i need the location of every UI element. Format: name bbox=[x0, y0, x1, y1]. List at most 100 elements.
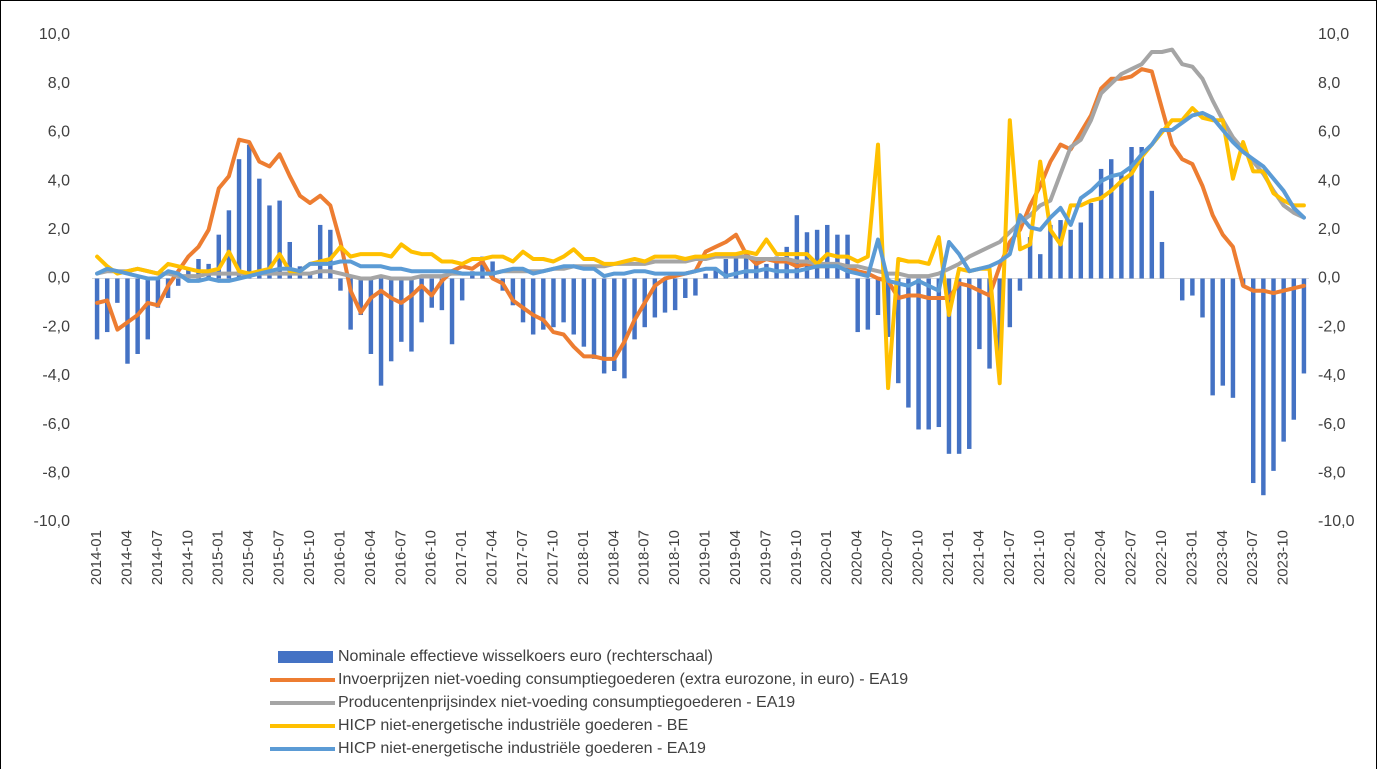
bar bbox=[1098, 168, 1104, 279]
legend-swatch bbox=[278, 651, 333, 663]
bar bbox=[906, 278, 911, 408]
bar bbox=[277, 200, 282, 279]
y-tick-label: -6,0 bbox=[42, 416, 70, 433]
bar bbox=[1109, 159, 1114, 279]
bar bbox=[632, 278, 637, 340]
y2-tick-label: 10,0 bbox=[1318, 26, 1349, 43]
x-tick-label: 2019-10 bbox=[788, 530, 805, 585]
y-tick-label: 4,0 bbox=[48, 172, 70, 189]
bar bbox=[601, 278, 607, 374]
x-tick-label: 2021-01 bbox=[940, 530, 957, 585]
bar bbox=[774, 256, 779, 279]
bar bbox=[1190, 278, 1195, 296]
bar bbox=[946, 278, 952, 454]
bar bbox=[1230, 278, 1236, 398]
y2-tick-label: -10,0 bbox=[1318, 513, 1355, 530]
y-tick-label: 2,0 bbox=[48, 221, 70, 238]
x-tick-label: 2014-07 bbox=[149, 530, 166, 585]
x-tick-label: 2015-01 bbox=[210, 530, 227, 585]
x-tick-label: 2022-10 bbox=[1153, 530, 1170, 585]
bar bbox=[754, 259, 759, 279]
bar bbox=[733, 254, 739, 279]
bar bbox=[1007, 278, 1013, 328]
x-tick-label: 2016-10 bbox=[423, 530, 440, 585]
bar bbox=[1038, 254, 1043, 279]
bar bbox=[997, 278, 1002, 376]
x-tick-label: 2017-04 bbox=[484, 530, 501, 585]
bar bbox=[409, 278, 414, 352]
y2-tick-label: 0,0 bbox=[1318, 270, 1340, 287]
bar bbox=[865, 278, 871, 330]
x-tick-label: 2020-07 bbox=[879, 530, 896, 585]
x-tick-label: 2017-07 bbox=[514, 530, 531, 585]
y2-tick-label: -2,0 bbox=[1318, 318, 1346, 335]
bar bbox=[896, 278, 901, 384]
bar bbox=[1281, 278, 1286, 442]
x-tick-label: 2018-10 bbox=[666, 530, 683, 585]
legend-label: Invoerprijzen niet-voeding consumptiegoe… bbox=[338, 671, 908, 688]
bar bbox=[399, 278, 404, 342]
bar bbox=[591, 278, 597, 359]
x-tick-label: 2018-01 bbox=[575, 530, 592, 585]
x-tick-label: 2022-01 bbox=[1062, 530, 1079, 585]
bar bbox=[652, 278, 658, 318]
bar bbox=[246, 144, 252, 279]
y-tick-label: -2,0 bbox=[42, 318, 70, 335]
bar bbox=[510, 278, 516, 306]
x-tick-label: 2016-04 bbox=[362, 530, 379, 585]
bar bbox=[855, 278, 860, 333]
line bbox=[95, 110, 1306, 293]
bar bbox=[612, 278, 617, 372]
bar bbox=[561, 278, 566, 323]
legend-label: Producentenprijsindex niet-voeding consu… bbox=[338, 694, 795, 711]
bar bbox=[175, 278, 181, 286]
bar bbox=[196, 259, 201, 279]
y2-tick-label: 8,0 bbox=[1318, 75, 1340, 92]
legend-label: HICP niet-energetische industriële goede… bbox=[338, 717, 688, 734]
x-tick-label: 2015-10 bbox=[301, 530, 318, 585]
bar bbox=[145, 278, 151, 340]
bar bbox=[520, 278, 526, 323]
y-tick-label: -4,0 bbox=[42, 367, 70, 384]
y2-tick-label: 2,0 bbox=[1318, 221, 1340, 238]
x-tick-label: 2014-10 bbox=[179, 530, 196, 585]
bar bbox=[1271, 278, 1276, 471]
y2-tick-label: 6,0 bbox=[1318, 124, 1340, 141]
bar bbox=[1017, 278, 1023, 291]
bar bbox=[236, 159, 242, 279]
y-tick-label: 6,0 bbox=[48, 124, 70, 141]
bar bbox=[713, 268, 718, 279]
x-tick-label: 2020-10 bbox=[910, 530, 927, 585]
x-tick-label: 2022-04 bbox=[1092, 530, 1109, 585]
line bbox=[95, 67, 1306, 361]
x-tick-label: 2015-07 bbox=[271, 530, 288, 585]
bar bbox=[703, 273, 708, 279]
bar bbox=[1027, 237, 1033, 279]
bar bbox=[916, 278, 921, 430]
bar bbox=[1149, 190, 1155, 279]
legend-label: Nominale effectieve wisselkoers euro (re… bbox=[338, 648, 713, 665]
x-tick-label: 2019-01 bbox=[697, 530, 714, 585]
x-tick-label: 2020-01 bbox=[818, 530, 835, 585]
y-tick-label: 0,0 bbox=[48, 270, 70, 287]
bar bbox=[1210, 278, 1215, 396]
bar bbox=[1220, 278, 1226, 386]
x-tick-label: 2016-07 bbox=[392, 530, 409, 585]
x-tick-label: 2017-01 bbox=[453, 530, 470, 585]
bar bbox=[743, 251, 749, 279]
bar bbox=[186, 268, 191, 279]
bar bbox=[419, 278, 424, 323]
x-tick-label: 2021-07 bbox=[1001, 530, 1018, 585]
bar bbox=[764, 263, 769, 279]
bar bbox=[338, 278, 343, 291]
bar bbox=[1261, 278, 1266, 496]
bar bbox=[977, 278, 982, 350]
bar bbox=[216, 234, 222, 279]
bar bbox=[956, 278, 962, 454]
y2-tick-label: -8,0 bbox=[1318, 465, 1346, 482]
bar bbox=[287, 241, 292, 279]
bar bbox=[226, 210, 232, 279]
bar bbox=[683, 278, 688, 298]
x-tick-label: 2023-10 bbox=[1275, 530, 1292, 585]
